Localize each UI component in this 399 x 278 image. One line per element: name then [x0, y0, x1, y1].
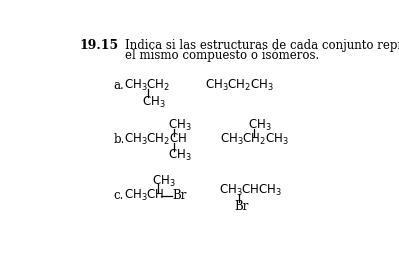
Text: $\mathregular{CH_3CH_2CH_3}$: $\mathregular{CH_3CH_2CH_3}$	[220, 132, 290, 147]
Text: $\mathregular{CH_3CH_2CH_3}$: $\mathregular{CH_3CH_2CH_3}$	[205, 78, 274, 93]
Text: b.: b.	[113, 133, 125, 146]
Text: 19.15: 19.15	[79, 39, 119, 52]
Text: Br: Br	[234, 200, 249, 213]
Text: a.: a.	[113, 79, 124, 92]
Text: c.: c.	[113, 188, 124, 202]
Text: $\mathregular{CH_3}$: $\mathregular{CH_3}$	[247, 117, 271, 133]
Text: $\mathregular{CH_3CH}$: $\mathregular{CH_3CH}$	[124, 188, 164, 203]
Text: $\mathregular{CH_3}$: $\mathregular{CH_3}$	[168, 117, 192, 133]
Text: Br: Br	[172, 189, 187, 202]
Text: $\mathregular{CH_3}$: $\mathregular{CH_3}$	[142, 95, 166, 110]
Text: $\mathregular{CH_3}$: $\mathregular{CH_3}$	[152, 174, 176, 189]
Text: $\mathregular{CH_3CH_2CH}$: $\mathregular{CH_3CH_2CH}$	[124, 132, 187, 147]
Text: $\mathregular{CH_3}$: $\mathregular{CH_3}$	[168, 147, 192, 163]
Text: Indica si las estructuras de cada conjunto representan: Indica si las estructuras de cada conjun…	[125, 39, 399, 52]
Text: el mismo compuesto o isómeros.: el mismo compuesto o isómeros.	[125, 48, 319, 62]
Text: $\mathregular{CH_3CHCH_3}$: $\mathregular{CH_3CHCH_3}$	[219, 183, 282, 198]
Text: $\mathregular{CH_3CH_2}$: $\mathregular{CH_3CH_2}$	[124, 78, 170, 93]
